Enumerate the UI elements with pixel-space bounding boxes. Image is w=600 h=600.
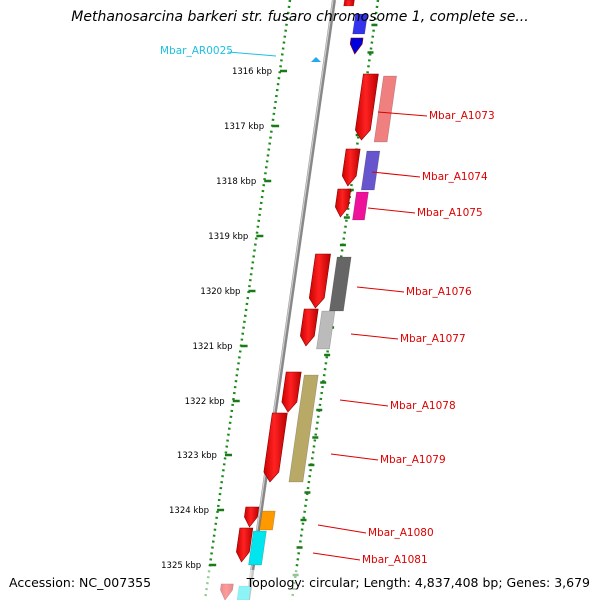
gene-label-leader — [350, 333, 399, 340]
gene-label[interactable]: Mbar_A1076 — [406, 286, 472, 298]
accession-text: Accession: NC_007355 — [9, 575, 152, 590]
rna-feature[interactable] — [352, 13, 368, 35]
gene-label[interactable]: Mbar_A1080 — [368, 527, 434, 539]
genome-summary-text: Topology: circular; Length: 4,837,408 bp… — [246, 575, 590, 590]
gene-label-leader — [330, 453, 379, 461]
cog-feature[interactable] — [329, 256, 352, 312]
cds-feature[interactable] — [343, 0, 355, 7]
gene-label-leader — [377, 111, 428, 117]
gene-label-leader — [367, 207, 416, 214]
cog-feature[interactable] — [288, 374, 319, 483]
trna-marker[interactable] — [311, 57, 321, 62]
cds-feature[interactable] — [341, 148, 361, 187]
ruler-tick-label: 1316 kbp — [232, 67, 272, 77]
ruler-tick-label: 1319 kbp — [208, 232, 248, 242]
cds-feature[interactable] — [308, 253, 331, 309]
ruler-tick-label: 1321 kbp — [193, 342, 233, 352]
cds-feature[interactable] — [335, 188, 352, 218]
ruler-tick-label: 1322 kbp — [185, 397, 225, 407]
gene-label[interactable]: Mbar_A1074 — [422, 171, 488, 183]
chromosome-backbone — [246, 0, 336, 600]
cds-feature[interactable] — [244, 506, 260, 528]
gene-label[interactable]: Mbar_A1075 — [417, 207, 483, 219]
ruler-tick-label: 1318 kbp — [216, 177, 256, 187]
ruler-tick-label: 1317 kbp — [224, 122, 264, 132]
ruler-tick-label: 1320 kbp — [200, 287, 240, 297]
outer-dotted-track — [290, 0, 380, 600]
ruler-tick-label: 1325 kbp — [161, 561, 201, 571]
gene-labels: Mbar_AR0025 Mbar_A1073 Mbar_A1074 Mbar_A107… — [160, 45, 495, 566]
gene-label-leader — [356, 286, 405, 293]
gene-label[interactable]: Mbar_AR0025 — [160, 45, 233, 57]
cog-feature[interactable] — [360, 150, 381, 191]
gene-label[interactable]: Mbar_A1073 — [429, 110, 495, 122]
gene-label-leader — [227, 51, 277, 57]
gene-label[interactable]: Mbar_A1078 — [390, 400, 456, 412]
cog-feature[interactable] — [259, 510, 276, 531]
gene-label-leader — [317, 524, 367, 534]
gene-label-leader — [312, 552, 361, 561]
chromosome-backbone-highlight — [246, 0, 334, 600]
map-title: Methanosarcina barkeri str. fusaro chrom… — [71, 9, 529, 25]
cog-feature[interactable] — [316, 310, 336, 350]
gene-label[interactable]: Mbar_A1081 — [362, 554, 428, 566]
gene-label-leader — [339, 399, 389, 407]
rna-feature[interactable] — [349, 37, 364, 55]
cds-feature[interactable] — [236, 527, 254, 563]
ruler-tick-label: 1324 kbp — [169, 506, 209, 516]
features — [220, 0, 397, 600]
cog-feature[interactable] — [373, 75, 397, 143]
cds-feature[interactable] — [281, 371, 302, 413]
cds-feature[interactable] — [355, 73, 379, 141]
cog-feature[interactable] — [248, 530, 267, 566]
gene-label[interactable]: Mbar_A1077 — [400, 333, 466, 345]
gene-label[interactable]: Mbar_A1079 — [380, 454, 446, 466]
cds-feature[interactable] — [263, 412, 288, 483]
gene-label-leader — [371, 171, 421, 178]
cds-feature[interactable] — [300, 308, 319, 347]
inner-dotted-track — [203, 0, 292, 600]
ruler-tick-label: 1323 kbp — [177, 451, 217, 461]
cog-feature[interactable] — [352, 191, 369, 221]
footer-backdrop — [0, 570, 600, 600]
